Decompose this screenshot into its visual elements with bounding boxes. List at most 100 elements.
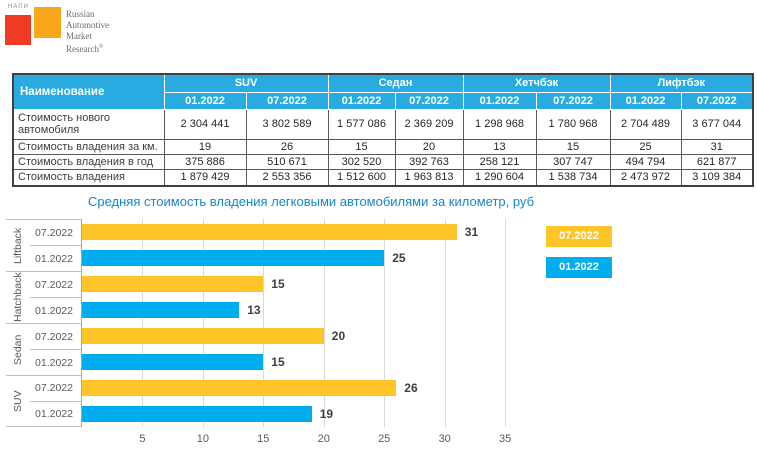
table-name-header: Наименование — [12, 73, 165, 110]
row-label: Стоимость владения — [12, 168, 165, 187]
table-cell: 392 763 — [394, 153, 464, 170]
bar-value-label: 20 — [331, 329, 346, 343]
category-group-hatchback: Hatchback 07.2022 01.2022 — [6, 271, 81, 323]
category-group-sedan: Sedan 07.2022 01.2022 — [6, 323, 81, 375]
table-period-header: 01.2022 — [462, 91, 537, 110]
bar-suv-01-2022 — [82, 406, 312, 422]
legend-item-07-2022: 07.2022 — [546, 226, 612, 247]
table-cell: 15 — [535, 138, 611, 155]
bar-value-label: 31 — [464, 225, 479, 239]
company-logo: НАПИ Russian Automotive Market Research® — [5, 2, 165, 62]
bar-value-label: 15 — [271, 277, 285, 291]
group-label: Hatchback — [12, 272, 24, 323]
table-row: Стоимость владения 1 879 429 2 553 356 1 51… — [12, 168, 754, 187]
brand-line-2: Automotive — [66, 20, 109, 30]
table-cell: 15 — [327, 138, 396, 155]
napi-label: НАПИ — [8, 4, 29, 10]
table-cell: 1 780 968 — [535, 108, 611, 140]
table-cell: 258 121 — [462, 153, 537, 170]
bar-value-label: 15 — [271, 355, 285, 369]
period-label: 07.2022 — [35, 382, 73, 395]
table-cell: 307 747 — [535, 153, 611, 170]
category-group-liftback: Liftback 07.2022 01.2022 — [6, 219, 81, 271]
bar-value-label: 25 — [392, 251, 406, 265]
table-cell: 510 671 — [245, 153, 329, 170]
table-row: Стоимость владения за км. 19 26 15 20 13 15 25 3… — [12, 138, 754, 155]
table-period-header: 07.2022 — [535, 91, 611, 110]
bar-hatchback-07-2022 — [82, 276, 264, 292]
table-period-header: 07.2022 — [245, 91, 329, 110]
row-label: Стоимость владения за км. — [12, 138, 165, 155]
bar-value-label: 19 — [319, 407, 334, 421]
x-tick-label: 30 — [438, 433, 451, 445]
brand-line-3: Market — [66, 31, 92, 41]
table-cell: 25 — [609, 138, 682, 155]
table-group-header-2: Седан — [327, 73, 464, 93]
brand-line-1: Russian — [66, 9, 95, 19]
bar-sedan-01-2022 — [82, 354, 264, 370]
x-tick-label: 35 — [498, 433, 512, 445]
table-cell: 1 963 813 — [394, 168, 464, 187]
table-cell: 1 879 429 — [163, 168, 247, 187]
table-period-header: 01.2022 — [163, 91, 247, 110]
plot-area: 31 25 15 13 20 15 26 19 — [82, 219, 545, 427]
bar-liftback-01-2022 — [82, 250, 385, 266]
bar-value-label: 13 — [247, 303, 261, 317]
registered-mark: ® — [98, 44, 104, 50]
table-cell: 1 577 086 — [327, 108, 396, 140]
period-label: 07.2022 — [35, 226, 73, 239]
gridline — [263, 219, 265, 427]
table-period-header: 07.2022 — [680, 91, 754, 110]
cost-table: Наименование SUV Седан Хетчбэк Лифтбэк 01.202… — [12, 73, 754, 187]
brand-line-4: Research® — [66, 44, 104, 54]
table-cell: 3 109 384 — [680, 168, 754, 187]
table-cell: 3 677 044 — [680, 108, 754, 140]
bar-sedan-07-2022 — [82, 328, 324, 344]
table-cell: 2 473 972 — [609, 168, 682, 187]
group-label: Liftback — [12, 227, 24, 264]
gridline — [323, 219, 325, 427]
period-label: 07.2022 — [35, 330, 73, 343]
table-group-header-3: Хетчбэк — [462, 73, 611, 93]
row-label: Стоимость владения в год — [12, 153, 165, 170]
group-label: Sedan — [12, 334, 24, 365]
table-cell: 20 — [394, 138, 464, 155]
logo-orange-square — [34, 7, 61, 38]
x-tick-label: 5 — [139, 433, 146, 445]
bar-hatchback-01-2022 — [82, 302, 240, 318]
x-tick-label: 20 — [317, 433, 330, 445]
table-cell: 3 802 589 — [245, 108, 329, 140]
table-group-header-1: SUV — [163, 73, 329, 93]
table-cell: 2 304 441 — [163, 108, 247, 140]
gridline — [444, 219, 446, 427]
value-axis: 5 10 15 20 25 30 35 — [82, 427, 545, 445]
logo-brand-text: Russian Automotive Market Research® — [66, 9, 109, 55]
table-cell: 13 — [462, 138, 537, 155]
table-period-header: 01.2022 — [609, 91, 682, 110]
period-label: 01.2022 — [30, 400, 81, 427]
table-cell: 19 — [163, 138, 247, 155]
table-cell: 1 512 600 — [327, 168, 396, 187]
table-period-header: 01.2022 — [327, 91, 396, 110]
period-label: 01.2022 — [30, 349, 81, 375]
bar-chart: Liftback 07.2022 01.2022 Hatchback 07.2022 01… — [6, 219, 566, 445]
x-tick-label: 25 — [378, 433, 391, 445]
bar-value-label: 26 — [404, 381, 418, 395]
table-cell: 31 — [680, 138, 754, 155]
table-cell: 621 877 — [680, 153, 754, 170]
period-label: 07.2022 — [35, 278, 73, 291]
cost-table-grid: Наименование SUV Седан Хетчбэк Лифтбэк 01.202… — [12, 73, 754, 187]
gridline — [384, 219, 386, 427]
table-cell: 375 886 — [163, 153, 247, 170]
group-label: SUV — [12, 390, 24, 412]
table-cell: 302 520 — [327, 153, 396, 170]
table-cell: 1 538 734 — [535, 168, 611, 187]
table-cell: 1 290 604 — [462, 168, 537, 187]
table-cell: 26 — [245, 138, 329, 155]
row-label: Стоимость нового автомобиля — [12, 108, 165, 140]
gridline — [142, 219, 144, 427]
table-cell: 2 553 356 — [245, 168, 329, 187]
table-period-header: 07.2022 — [394, 91, 464, 110]
gridline — [202, 219, 204, 427]
